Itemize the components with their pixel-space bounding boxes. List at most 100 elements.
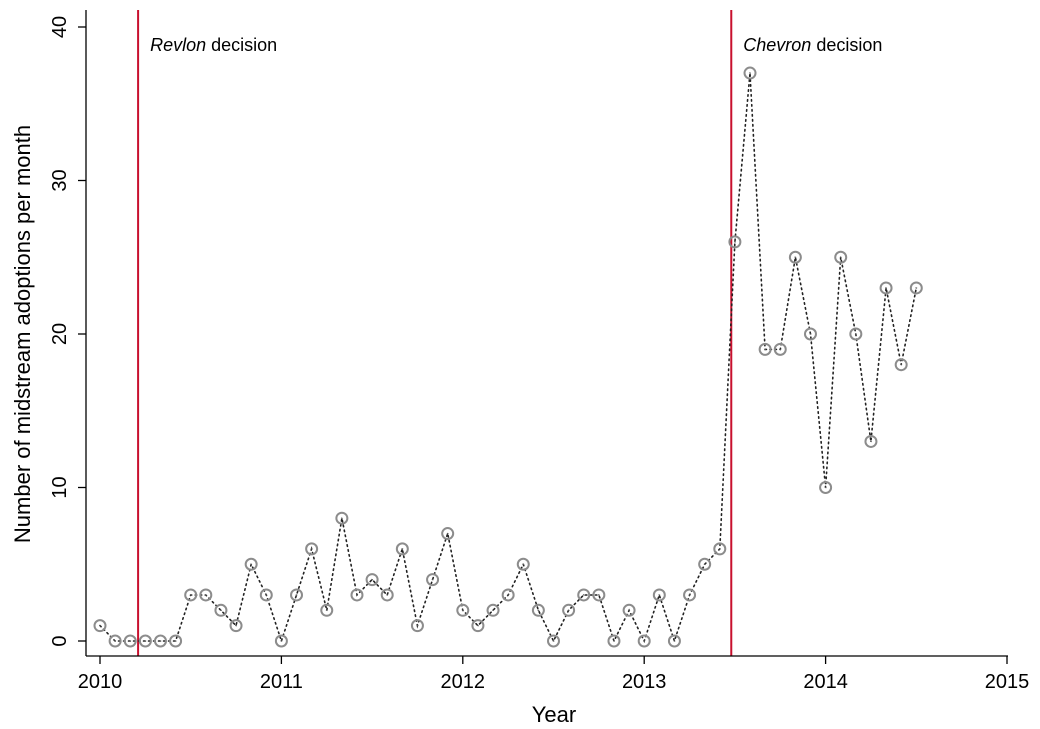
data-point-center bbox=[476, 624, 479, 627]
x-axis-title: Year bbox=[532, 702, 576, 727]
data-point bbox=[909, 281, 923, 295]
data-point-center bbox=[129, 640, 132, 642]
x-tick-label: 2011 bbox=[260, 671, 303, 693]
data-point-center bbox=[764, 348, 767, 351]
data-point bbox=[108, 634, 122, 648]
data-point-center bbox=[597, 594, 600, 596]
data-point-center bbox=[733, 241, 736, 243]
data-point bbox=[380, 588, 394, 602]
data-point-center bbox=[189, 594, 192, 596]
data-point bbox=[274, 634, 288, 648]
data-point-center bbox=[114, 640, 117, 642]
data-point bbox=[637, 634, 651, 648]
data-point-center bbox=[265, 594, 268, 596]
data-point bbox=[652, 588, 666, 602]
y-tick-label: 10 bbox=[49, 476, 71, 498]
data-point-center bbox=[446, 532, 449, 535]
data-point bbox=[622, 603, 636, 617]
data-point bbox=[471, 619, 485, 633]
data-point-center bbox=[325, 609, 328, 612]
y-axis: 0 10 20 30 40 bbox=[49, 10, 87, 656]
data-point bbox=[456, 603, 470, 617]
data-point-center bbox=[567, 609, 570, 612]
data-point-center bbox=[355, 594, 358, 596]
data-point bbox=[834, 250, 848, 264]
data-point-center bbox=[159, 640, 162, 642]
data-point bbox=[562, 603, 576, 617]
data-point bbox=[290, 588, 304, 602]
data-point-center bbox=[250, 563, 253, 566]
data-point bbox=[743, 66, 757, 80]
data-point-center bbox=[612, 640, 615, 642]
data-point bbox=[184, 588, 198, 602]
data-point bbox=[516, 557, 530, 571]
data-point-center bbox=[280, 640, 283, 642]
data-point-center bbox=[235, 624, 238, 627]
data-point bbox=[320, 603, 334, 617]
data-point-center bbox=[915, 287, 918, 289]
data-point bbox=[426, 573, 440, 587]
series-layer bbox=[93, 66, 923, 648]
data-point-center bbox=[718, 548, 721, 550]
data-point-center bbox=[643, 640, 646, 642]
data-point bbox=[698, 557, 712, 571]
data-point bbox=[123, 634, 137, 648]
data-point-center bbox=[703, 563, 706, 566]
data-point-center bbox=[628, 609, 631, 612]
event-label: Chevron decision bbox=[743, 35, 882, 55]
data-point bbox=[803, 327, 817, 341]
data-point-center bbox=[431, 578, 434, 581]
data-point-center bbox=[688, 594, 691, 596]
data-point-center bbox=[416, 624, 419, 627]
data-point-center bbox=[537, 609, 540, 612]
data-point bbox=[547, 634, 560, 648]
data-point bbox=[788, 250, 802, 264]
data-point-center bbox=[900, 363, 903, 366]
data-point-center bbox=[386, 594, 389, 596]
data-point-center bbox=[824, 486, 827, 489]
data-point bbox=[441, 527, 455, 541]
x-axis: 2010 2011 2012 2013 2014 2015 bbox=[78, 655, 1030, 693]
data-point bbox=[683, 588, 697, 602]
y-tick-label: 20 bbox=[49, 323, 71, 345]
data-point-center bbox=[204, 594, 207, 596]
data-point bbox=[153, 634, 167, 648]
data-point bbox=[395, 542, 409, 556]
data-point-center bbox=[371, 578, 374, 581]
data-point-center bbox=[809, 333, 812, 335]
data-point bbox=[259, 588, 273, 602]
data-point bbox=[229, 619, 243, 633]
data-point bbox=[501, 588, 515, 602]
y-tick-label: 30 bbox=[49, 169, 71, 191]
data-point-center bbox=[658, 594, 661, 596]
data-point bbox=[350, 588, 364, 602]
data-point bbox=[365, 573, 379, 587]
data-point bbox=[138, 634, 152, 648]
data-point bbox=[849, 327, 863, 341]
data-point-center bbox=[839, 256, 842, 259]
data-point-center bbox=[673, 640, 676, 642]
data-point bbox=[879, 281, 893, 295]
data-point-center bbox=[310, 548, 313, 550]
y-tick-label: 40 bbox=[49, 16, 71, 38]
data-point-center bbox=[174, 640, 177, 642]
data-point-center bbox=[749, 72, 752, 74]
data-point bbox=[773, 342, 787, 356]
data-point bbox=[93, 619, 107, 633]
x-tick-label: 2010 bbox=[78, 671, 123, 693]
data-point bbox=[728, 235, 742, 249]
x-tick-label: 2015 bbox=[985, 671, 1030, 693]
event-label: Revlon decision bbox=[150, 35, 277, 55]
data-point bbox=[894, 358, 908, 372]
data-point bbox=[607, 634, 621, 648]
data-point bbox=[758, 342, 772, 356]
data-point bbox=[410, 619, 424, 633]
data-point-center bbox=[507, 594, 510, 596]
data-point-center bbox=[295, 594, 298, 596]
data-point-center bbox=[522, 563, 525, 566]
data-point bbox=[577, 588, 591, 602]
x-tick-label: 2013 bbox=[622, 671, 667, 693]
data-point bbox=[244, 557, 258, 571]
series-line bbox=[99, 72, 918, 644]
